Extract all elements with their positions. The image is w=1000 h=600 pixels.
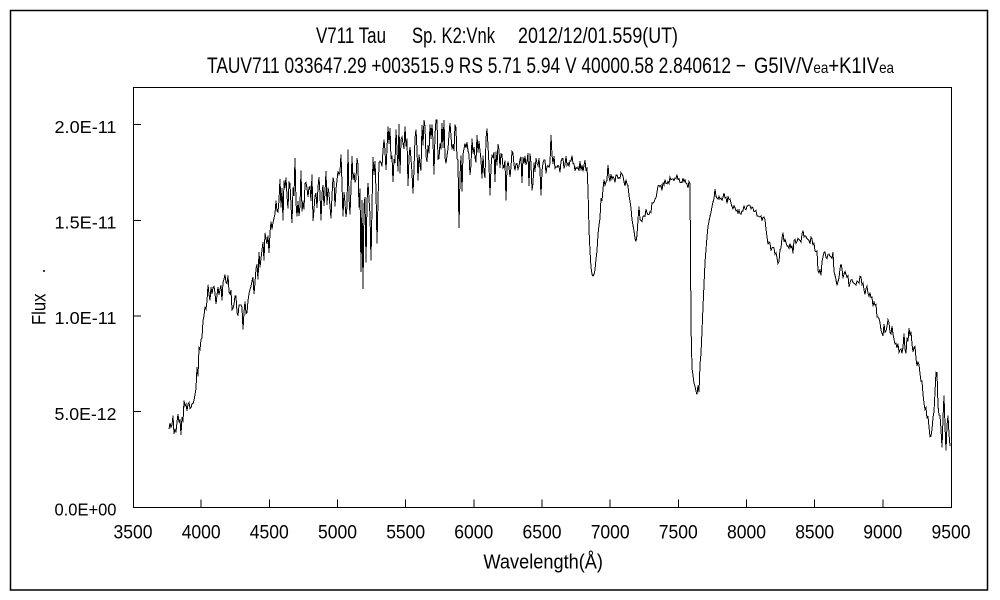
svg-text:6000: 6000 [454,522,493,543]
svg-text:TAUV711 033647.29 +003515.9 RS: TAUV711 033647.29 +003515.9 RS 5.71 5.94… [207,53,746,78]
svg-text:5.0E-12: 5.0E-12 [55,404,117,424]
svg-text:6500: 6500 [523,522,562,543]
svg-text:V711 Tau: V711 Tau [316,23,386,48]
svg-text:3500: 3500 [114,522,153,543]
svg-text:8500: 8500 [795,522,834,543]
svg-text:Sp. K2:Vnk: Sp. K2:Vnk [412,23,496,48]
svg-text:2012/12/01.559(UT): 2012/12/01.559(UT) [518,23,678,48]
svg-text:7000: 7000 [591,522,630,543]
svg-text:Wavelength(Å): Wavelength(Å) [483,551,603,574]
svg-text:1.0E-11: 1.0E-11 [55,308,117,328]
svg-text:4000: 4000 [182,522,221,543]
svg-text:5000: 5000 [318,522,357,543]
svg-text:4500: 4500 [250,522,289,543]
svg-text:2.0E-11: 2.0E-11 [55,117,117,137]
svg-text:G5IV/Vea+K1IVea: G5IV/Vea+K1IVea [754,53,894,78]
svg-text:9000: 9000 [863,522,902,543]
svg-text:0.0E+00: 0.0E+00 [55,500,117,520]
svg-text:5500: 5500 [386,522,425,543]
svg-text:9500: 9500 [932,522,971,543]
svg-text:8000: 8000 [727,522,766,543]
svg-text:1.5E-11: 1.5E-11 [55,213,117,233]
svg-text:Flux: Flux [30,293,51,325]
svg-text:7500: 7500 [659,522,698,543]
